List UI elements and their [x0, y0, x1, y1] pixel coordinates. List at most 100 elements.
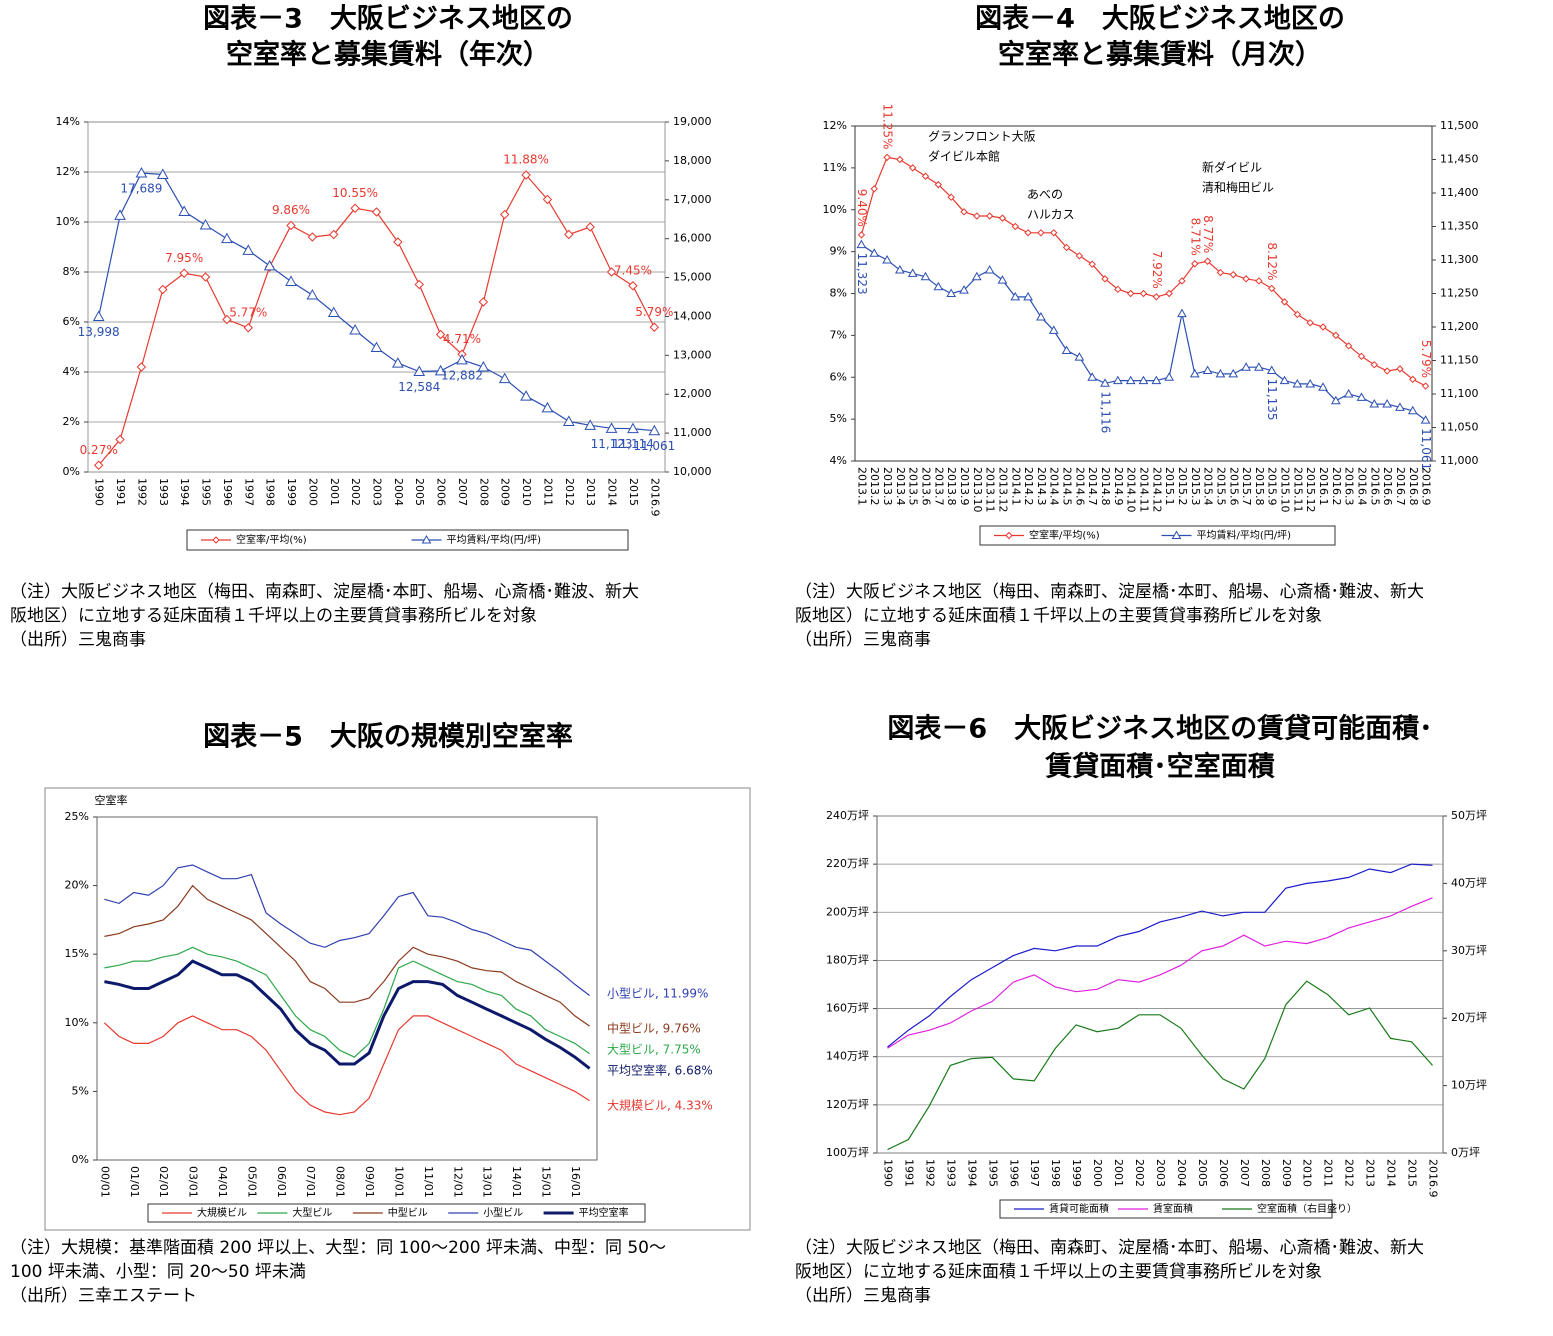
y2-tick-label: 11,400 — [1440, 186, 1479, 199]
marker — [92, 310, 105, 322]
marker — [1177, 308, 1187, 318]
y-tick-label: 12% — [823, 119, 847, 132]
x-tick-label: 2000 — [306, 478, 319, 506]
legend-box — [186, 529, 629, 551]
marker — [1062, 243, 1071, 252]
x-tick-label: 1994 — [178, 478, 191, 506]
data-label: 11,323 — [855, 253, 869, 295]
x-tick-label: 2009 — [1280, 1159, 1293, 1187]
marker — [606, 267, 617, 277]
x-tick-label: 06/01 — [275, 1166, 288, 1198]
x-tick-label: 1990 — [881, 1159, 894, 1187]
y-tick-label: 5% — [72, 1084, 89, 1097]
series-line — [887, 863, 1433, 1048]
marker — [1293, 310, 1302, 319]
data-label: 8.71% — [1188, 218, 1202, 256]
x-tick-label: 2014 — [1385, 1159, 1398, 1187]
marker — [135, 166, 148, 178]
data-label: 11,135 — [1265, 379, 1279, 421]
y-tick-label: 8% — [63, 265, 80, 278]
data-label: 12,584 — [398, 380, 440, 394]
x-tick-label: 2016.8 — [1407, 467, 1420, 506]
marker — [1023, 291, 1033, 301]
data-label: 7.45% — [614, 263, 652, 277]
y2-tick-label: 0万坪 — [1451, 1146, 1480, 1159]
x-tick-label: 2013.4 — [894, 467, 907, 506]
x-tick-label: 02/01 — [157, 1166, 170, 1198]
x-tick-label: 2015.6 — [1227, 467, 1240, 506]
x-tick-label: 03/01 — [187, 1166, 200, 1198]
marker — [1178, 277, 1186, 285]
legend-label: 賃室面積 — [1153, 1202, 1193, 1215]
y2-tick-label: 11,450 — [1440, 153, 1479, 166]
marker — [1255, 277, 1263, 285]
marker — [1268, 284, 1276, 293]
marker — [1037, 229, 1045, 237]
marker — [1382, 399, 1392, 408]
marker — [1383, 367, 1391, 375]
marker — [1305, 378, 1316, 388]
marker — [306, 289, 319, 300]
x-tick-label: 2014.10 — [1125, 467, 1138, 513]
data-label: 5.77% — [229, 305, 267, 319]
y2-tick-label: 11,500 — [1440, 119, 1479, 132]
data-label: 7.92% — [1150, 251, 1164, 289]
marker — [114, 209, 126, 220]
data-label: 8.77% — [1201, 215, 1215, 253]
x-tick-label: 2002 — [349, 478, 362, 506]
chart-title: 図表－4 大阪ビジネス地区の — [975, 4, 1345, 35]
x-tick-label: 1993 — [944, 1159, 957, 1187]
x-tick-label: 2013.8 — [945, 467, 958, 506]
data-label: 10.55% — [332, 186, 378, 200]
y2-tick-label: 19,000 — [673, 115, 712, 128]
marker — [947, 193, 955, 201]
marker — [1407, 405, 1418, 415]
marker — [221, 232, 233, 244]
marker — [1139, 289, 1148, 298]
x-tick-label: 2016.3 — [1343, 467, 1356, 506]
y-tick-label: 11% — [823, 161, 847, 174]
chart-title: 空室率と募集賃料（年次） — [226, 39, 550, 71]
marker — [1396, 365, 1404, 373]
marker — [895, 265, 905, 274]
x-tick-label: 2003 — [1154, 1159, 1167, 1187]
series-end-label: 小型ビル, 11.99% — [607, 987, 708, 1001]
x-tick-label: 1992 — [923, 1159, 936, 1187]
x-tick-label: 2015.1 — [1163, 467, 1176, 506]
x-tick-label: 1993 — [157, 478, 170, 506]
y2-tick-label: 11,350 — [1440, 220, 1479, 233]
x-tick-label: 2014 — [606, 478, 619, 506]
x-tick-label: 2004 — [392, 478, 405, 506]
x-tick-label: 00/01 — [98, 1166, 111, 1198]
marker — [960, 208, 968, 216]
marker — [1074, 352, 1085, 361]
marker — [1280, 298, 1289, 306]
note: （出所）三鬼商事 — [795, 630, 931, 650]
marker — [1087, 372, 1098, 381]
note: （注）大阪ビジネス地区（梅田、南森町、淀屋橋･本町、船場、心斎橋･難波、新大 — [795, 1238, 1424, 1258]
plot-area — [876, 815, 1444, 1154]
y-tick-label: 10% — [823, 203, 847, 216]
x-tick-label: 2013.11 — [984, 467, 997, 512]
marker — [242, 244, 255, 255]
marker — [1203, 257, 1212, 265]
x-tick-label: 1991 — [114, 478, 127, 506]
chart-title: 図表－5 大阪の規模別空室率 — [203, 721, 573, 753]
legend-label: 空室面積（右目盛り） — [1257, 1202, 1357, 1215]
marker — [985, 212, 994, 220]
x-tick-label: 2016.6 — [1381, 467, 1394, 506]
y-tick-label: 12% — [56, 165, 80, 178]
y2-tick-label: 11,250 — [1440, 287, 1479, 300]
y-tick-label: 10% — [56, 215, 80, 228]
data-label: 13,998 — [78, 325, 120, 339]
y2-tick-label: 11,300 — [1440, 253, 1479, 266]
marker — [1114, 285, 1122, 294]
data-label: 5.79% — [1419, 340, 1433, 378]
marker — [1370, 360, 1379, 369]
x-tick-label: 2011 — [541, 478, 554, 506]
x-tick-label: 2013.7 — [932, 467, 945, 506]
y-tick-label: 6% — [830, 370, 847, 383]
plot-area — [87, 121, 666, 473]
series-line — [861, 244, 1426, 421]
x-tick-label: 2014.1 — [1009, 467, 1022, 506]
